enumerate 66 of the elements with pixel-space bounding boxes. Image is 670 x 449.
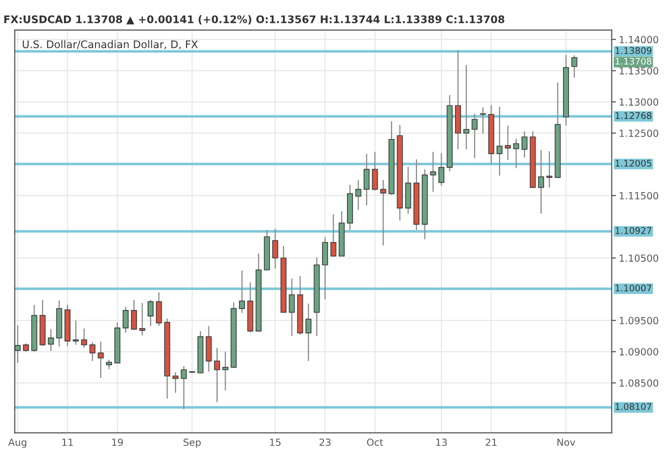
text: 1.13708 xyxy=(616,58,652,65)
x-tick-label: 19 xyxy=(112,438,123,446)
candlestick xyxy=(238,270,245,314)
candlestick xyxy=(571,54,578,78)
y-tick-label: 1.11500 xyxy=(620,192,658,200)
candlestick xyxy=(139,302,146,336)
candlestick xyxy=(463,64,470,150)
x-tick-label: 13 xyxy=(436,438,447,446)
candlestick xyxy=(364,153,370,206)
candlestick xyxy=(288,278,295,337)
ref-line-label: 1.10007 xyxy=(616,284,652,292)
y-tick-label: 1.14000 xyxy=(620,36,658,44)
x-tick-label: Oct xyxy=(367,438,384,446)
candlestick xyxy=(504,125,511,161)
ref-line-label: 1.08107 xyxy=(616,403,652,410)
candlestick xyxy=(89,342,96,362)
candlestick xyxy=(480,106,486,134)
candlestick xyxy=(172,372,179,394)
candlestick xyxy=(130,299,137,330)
ref-line-label: 1.10927 xyxy=(616,227,652,234)
y-tick-label: 1.10500 xyxy=(620,254,658,262)
candlestick xyxy=(430,151,436,192)
candlestick xyxy=(148,299,154,327)
candlestick xyxy=(106,359,112,370)
y-tick-label: 1.09500 xyxy=(620,316,658,324)
candlestick xyxy=(355,179,362,210)
x-tick-label: 11 xyxy=(62,438,73,446)
x-tick-label: 23 xyxy=(320,438,330,446)
ref-line-label: 1.12005 xyxy=(616,160,652,167)
x-tick-label: Nov xyxy=(557,438,576,446)
candlestick xyxy=(513,138,520,169)
candlestick xyxy=(214,347,220,403)
candlestick xyxy=(14,324,21,364)
x-tick-label: 21 xyxy=(486,438,497,446)
candlestick xyxy=(222,351,228,391)
candlestick xyxy=(322,236,328,300)
x-tick-label: Sep xyxy=(184,438,201,448)
ref-line-label: 1.12768 xyxy=(616,112,652,119)
candlestick xyxy=(330,214,336,258)
y-tick-label: 1.13000 xyxy=(620,98,658,106)
text: U.S. Dollar/Canadian Dollar, D, FX xyxy=(22,40,198,50)
candlestick xyxy=(122,306,129,334)
candlestick xyxy=(305,303,312,362)
y-tick-label: 1.13500 xyxy=(620,67,658,74)
candlestick xyxy=(272,228,278,270)
candlestick xyxy=(438,152,444,186)
y-tick-label: 1.09000 xyxy=(620,348,658,356)
y-tick-label: 1.08500 xyxy=(620,379,658,387)
candlestick xyxy=(380,179,386,246)
x-tick-label: 15 xyxy=(270,438,281,446)
candlestick xyxy=(72,320,79,346)
candlestick xyxy=(538,149,544,214)
y-tick-label: 1.12500 xyxy=(620,130,658,137)
candlestick xyxy=(546,150,552,188)
candlestick xyxy=(156,292,162,327)
chart-subtitle: FX:USDCAD 1.13708 ▲ +0.00141 (+0.12%) O:1.13567 H:1.13744 L:1.13389 C:1.13708 xyxy=(4,15,504,24)
candlestick xyxy=(496,106,503,176)
candlestick xyxy=(98,341,104,378)
candlestick xyxy=(81,328,88,348)
candlestick xyxy=(180,365,187,410)
candlestick xyxy=(48,328,54,352)
candlestick xyxy=(472,113,478,159)
x-tick-label: Aug xyxy=(8,438,26,448)
ref-line-label: 1.13809 xyxy=(616,47,652,54)
candlestick xyxy=(521,130,528,158)
candlestick xyxy=(372,151,378,192)
